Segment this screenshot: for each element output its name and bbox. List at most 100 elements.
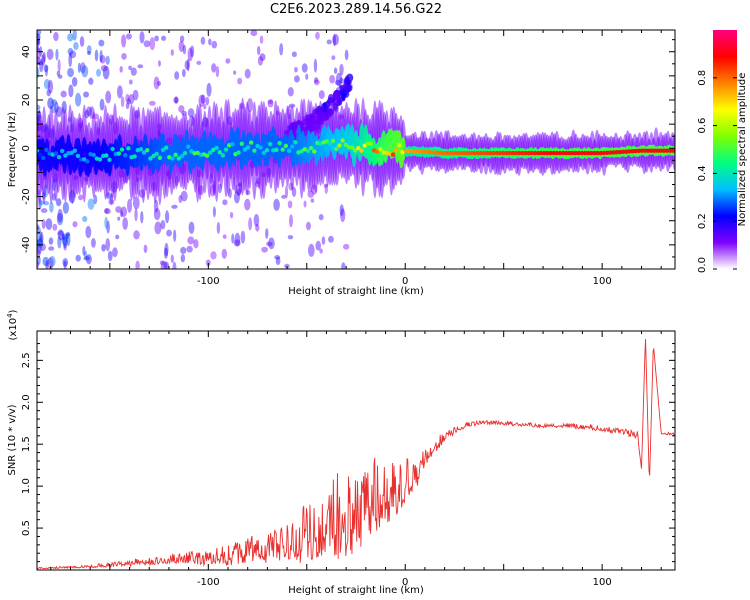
heatmap-core <box>208 150 213 155</box>
heatmap-core <box>349 145 355 150</box>
heatmap-noise-blob <box>179 35 185 43</box>
heatmap-noise-blob <box>314 77 319 84</box>
heatmap-core <box>595 150 601 156</box>
heatmap-noise-blob <box>57 208 63 223</box>
heatmap-core <box>658 148 664 153</box>
heatmap-core <box>570 150 575 156</box>
x-tick-label: 0 <box>402 276 408 287</box>
heatmap-core <box>378 146 383 152</box>
heatmap-noise-blob <box>51 99 58 106</box>
heatmap-core <box>375 149 380 154</box>
heatmap-core <box>286 148 292 153</box>
heatmap-noise-blob <box>163 261 170 269</box>
heatmap-noise-blob <box>78 194 84 201</box>
heatmap-noise-blob <box>42 51 46 63</box>
heatmap-noise-blob <box>221 248 227 259</box>
heatmap-noise-blob <box>84 250 88 260</box>
heatmap-noise-blob <box>119 65 123 73</box>
heatmap-noise-blob <box>173 96 179 104</box>
heatmap-noise-blob <box>233 70 237 75</box>
heatmap-core <box>365 141 371 147</box>
heatmap-core <box>627 149 632 154</box>
heatmap-noise-blob <box>81 65 89 78</box>
heatmap-core <box>652 148 657 153</box>
heatmap-noise-blob <box>289 214 293 228</box>
heatmap-noise-blob <box>49 255 56 267</box>
heatmap-noise-blob <box>67 67 74 78</box>
heatmap-noise-blob <box>301 63 308 73</box>
heatmap-noise-blob <box>329 74 336 84</box>
heatmap-core <box>642 148 648 153</box>
heatmap-noise-blob <box>62 258 69 267</box>
heatmap-core <box>428 150 434 155</box>
heatmap-noise-blob <box>116 85 123 99</box>
heatmap-noise-blob <box>137 64 144 69</box>
heatmap-noise-blob <box>203 104 207 110</box>
heatmap-core <box>182 150 188 156</box>
heatmap-noise-blob <box>47 257 54 269</box>
heatmap-noise-blob <box>37 255 41 266</box>
heatmap-noise-blob <box>253 214 260 227</box>
heatmap-core <box>123 152 128 158</box>
heatmap-core <box>141 150 147 155</box>
heatmap-noise-blob <box>94 49 99 62</box>
colorbar-tick-label: 0.2 <box>697 213 708 229</box>
heatmap-noise-blob <box>265 228 269 239</box>
heatmap-noise-blob <box>83 256 91 261</box>
heatmap-noise-blob <box>159 260 165 266</box>
heatmap-noise-blob <box>125 93 130 103</box>
heatmap-noise-blob <box>200 36 206 45</box>
heatmap-noise-blob <box>37 238 43 247</box>
heatmap-core <box>611 150 616 155</box>
heatmap-noise-blob <box>133 230 140 240</box>
heatmap-noise-blob <box>132 196 140 210</box>
heatmap-core <box>516 150 522 156</box>
heatmap-core <box>529 150 534 156</box>
heatmap-noise-blob <box>121 52 127 60</box>
heatmap-core <box>526 150 531 156</box>
heatmap-noise-blob <box>57 229 64 241</box>
heatmap-noise-blob <box>259 53 266 61</box>
heatmap-noise-blob <box>127 198 133 213</box>
heatmap-noise-blob <box>72 221 78 228</box>
heatmap-noise-blob <box>279 43 284 56</box>
heatmap-noise-blob <box>99 50 103 63</box>
heatmap-noise-blob <box>332 34 337 47</box>
heatmap-core <box>274 147 279 153</box>
heatmap-core <box>393 147 399 153</box>
heatmap-core <box>554 150 560 156</box>
heatmap-noise-blob <box>101 243 106 252</box>
heatmap-noise-blob <box>71 77 78 87</box>
heatmap-core <box>151 153 156 159</box>
heatmap-noise-blob <box>62 201 70 214</box>
heatmap-core <box>204 153 210 158</box>
heatmap-core <box>513 150 519 156</box>
heatmap-core <box>397 143 402 148</box>
heatmap-core <box>623 149 629 154</box>
heatmap-noise-blob <box>85 254 92 265</box>
heatmap-core <box>157 155 163 160</box>
heatmap-blobs <box>37 30 675 269</box>
heatmap-core <box>368 141 374 146</box>
heatmap-core <box>37 152 43 157</box>
heatmap-core <box>293 139 298 145</box>
heatmap-noise-blob <box>180 253 186 263</box>
heatmap-noise-blob <box>115 206 122 213</box>
heatmap-core <box>450 150 456 156</box>
heatmap-core <box>510 150 515 156</box>
heatmap-noise-blob <box>82 215 88 222</box>
heatmap-core <box>646 148 651 153</box>
heatmap-noise-blob <box>43 64 49 73</box>
heatmap-core <box>639 148 645 153</box>
heatmap-noise-blob <box>205 96 210 106</box>
heatmap-core <box>431 150 437 155</box>
heatmap-noise-blob <box>281 194 287 199</box>
heatmap-core <box>419 149 424 154</box>
heatmap-noise-blob <box>38 231 43 243</box>
heatmap-core <box>567 150 572 156</box>
heatmap-core <box>362 143 367 148</box>
heatmap-noise-blob <box>332 33 339 46</box>
heatmap-noise-blob <box>190 45 195 58</box>
heatmap-noise-blob <box>326 39 332 45</box>
heatmap-noise-blob <box>85 225 92 239</box>
